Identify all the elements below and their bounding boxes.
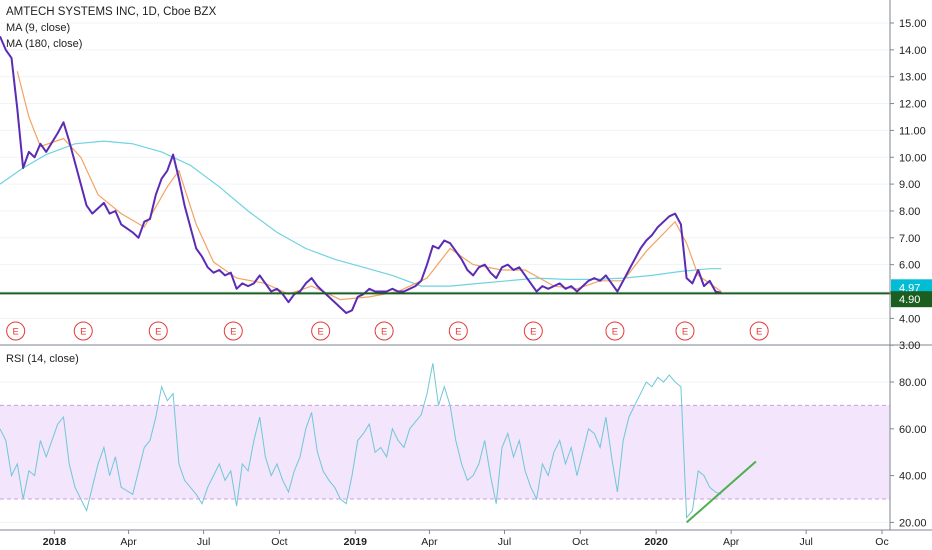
earnings-marker-label: E bbox=[612, 327, 618, 338]
earnings-marker[interactable]: E bbox=[311, 321, 331, 341]
price-series-line bbox=[0, 36, 722, 314]
rsi-axis-tick-label: 60.00 bbox=[899, 424, 927, 436]
earnings-marker[interactable]: E bbox=[675, 321, 695, 341]
earnings-marker-label: E bbox=[155, 327, 161, 338]
earnings-marker-circle bbox=[448, 321, 468, 341]
time-axis-tick-label: 2020 bbox=[644, 536, 668, 548]
rsi-axis-tick-label: 40.00 bbox=[899, 471, 927, 483]
time-axis-tick-label: Jul bbox=[197, 536, 210, 548]
price-axis-tick-label: 10.00 bbox=[899, 152, 927, 164]
earnings-marker[interactable]: E bbox=[374, 321, 394, 341]
time-axis-tick-label: 2019 bbox=[344, 536, 368, 548]
time-axis-tick-label: Apr bbox=[421, 536, 438, 548]
earnings-marker-circle bbox=[148, 321, 168, 341]
time-axis-tick-label: Oct bbox=[271, 536, 287, 548]
earnings-marker[interactable]: E bbox=[523, 321, 543, 341]
earnings-marker-label: E bbox=[381, 327, 387, 338]
earnings-marker-label: E bbox=[230, 327, 236, 338]
rsi-overbought-oversold-band bbox=[0, 405, 890, 499]
time-axis-tick-label: Jul bbox=[799, 536, 812, 548]
price-axis-tick-label: 4.00 bbox=[899, 313, 920, 325]
price-axis-tick-label: 12.00 bbox=[899, 99, 927, 111]
price-axis-tick-label: 13.00 bbox=[899, 72, 927, 84]
ma180-series-line bbox=[0, 140, 722, 287]
earnings-marker-label: E bbox=[80, 327, 86, 338]
earnings-marker-circle bbox=[675, 321, 695, 341]
time-axis-tick-label: Jul bbox=[498, 536, 511, 548]
rsi-axis-ticks[interactable]: 80.00 60.00 40.00 20.00 bbox=[890, 377, 927, 529]
earnings-marker-circle bbox=[374, 321, 394, 341]
earnings-marker-circle bbox=[6, 321, 26, 341]
time-axis-tick-label: Oct bbox=[572, 536, 588, 548]
earnings-marker-label: E bbox=[530, 327, 536, 338]
support-price-tag: 4.90 bbox=[891, 291, 932, 308]
earnings-marker-label: E bbox=[455, 327, 461, 338]
price-axis-tick-label: 8.00 bbox=[899, 206, 920, 218]
time-axis-tick-label: Apr bbox=[723, 536, 740, 548]
ma9-legend[interactable]: MA (9, close) bbox=[6, 22, 71, 34]
price-axis-tick-label: 15.00 bbox=[899, 18, 927, 30]
rsi-axis-tick-label: 80.00 bbox=[899, 377, 927, 389]
price-axis-tick-label: 9.00 bbox=[899, 179, 920, 191]
support-price-tag-text: 4.90 bbox=[899, 294, 920, 306]
rsi-trend-line[interactable] bbox=[685, 460, 757, 524]
ma9-series-line bbox=[16, 71, 722, 301]
price-axis-tick-label: 14.00 bbox=[899, 45, 927, 57]
time-axis-tick-label: Oc bbox=[875, 536, 888, 548]
time-axis-ticks[interactable]: 2018 Apr Jul Oct 2019 Apr Jul Oct 2020 Apr Jul Oc bbox=[43, 530, 889, 548]
earnings-marker[interactable]: E bbox=[605, 321, 625, 341]
earnings-marker-label: E bbox=[756, 327, 762, 338]
earnings-marker-circle bbox=[223, 321, 243, 341]
price-axis-tick-label: 3.00 bbox=[899, 340, 920, 352]
earnings-marker-circle bbox=[73, 321, 93, 341]
price-axis-tick-label: 7.00 bbox=[899, 233, 920, 245]
time-axis-tick-label: 2018 bbox=[43, 536, 67, 548]
price-axis-tick-label: 11.00 bbox=[899, 125, 926, 137]
earnings-marker-circle bbox=[605, 321, 625, 341]
earnings-marker[interactable]: E bbox=[6, 321, 26, 341]
time-axis-tick-label: Apr bbox=[120, 536, 137, 548]
earnings-marker[interactable]: E bbox=[448, 321, 468, 341]
support-price-tag-box bbox=[891, 291, 932, 308]
symbol-title[interactable]: AMTECH SYSTEMS INC, 1D, Cboe BZX bbox=[6, 6, 217, 18]
earnings-marker-circle bbox=[523, 321, 543, 341]
earnings-marker[interactable]: E bbox=[749, 321, 769, 341]
earnings-marker[interactable]: E bbox=[223, 321, 243, 341]
earnings-marker-circle bbox=[311, 321, 331, 341]
rsi-legend[interactable]: RSI (14, close) bbox=[6, 353, 79, 365]
rsi-series-line bbox=[0, 363, 722, 520]
earnings-marker[interactable]: E bbox=[148, 321, 168, 341]
rsi-axis-tick-label: 20.00 bbox=[899, 517, 927, 529]
earnings-marker-label: E bbox=[682, 327, 688, 338]
earnings-marker[interactable]: E bbox=[73, 321, 93, 341]
earnings-marker-label: E bbox=[317, 327, 323, 338]
earnings-marker-circle bbox=[749, 321, 769, 341]
price-pane-grid bbox=[0, 22, 890, 346]
earnings-marker-label: E bbox=[12, 327, 18, 338]
ma180-legend[interactable]: MA (180, close) bbox=[6, 38, 83, 50]
price-axis-tick-label: 6.00 bbox=[899, 260, 920, 272]
